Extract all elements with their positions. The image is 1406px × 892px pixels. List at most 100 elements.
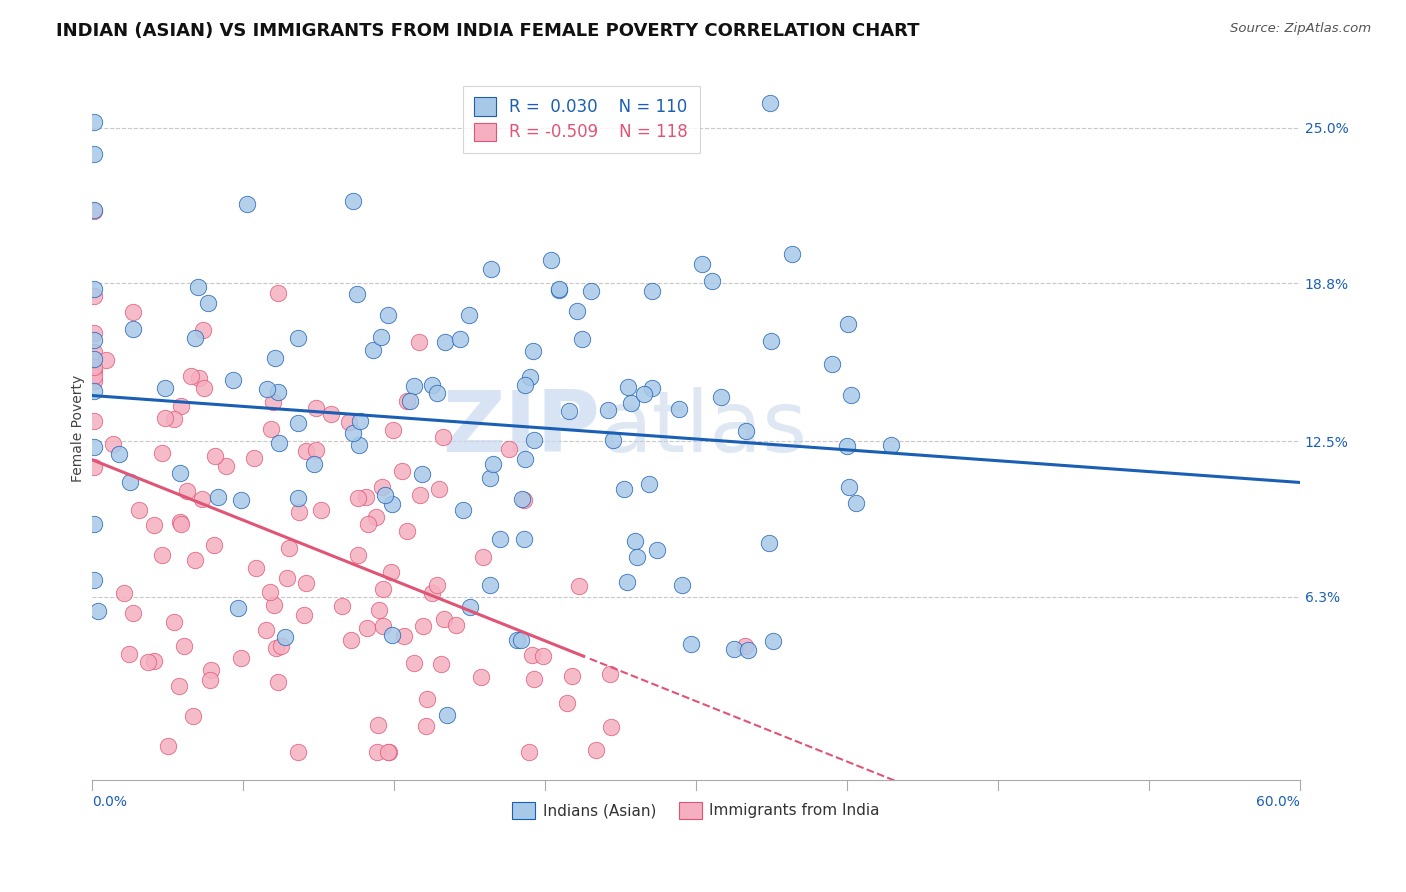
Point (391, 464, 413, 478)
Point (267, 384, 290, 399)
Point (433, 612, 456, 626)
Point (176, 483, 198, 498)
Point (204, 449, 226, 463)
Point (415, 718, 437, 732)
Point (498, 442, 520, 456)
Point (83, 384, 105, 399)
Point (357, 517, 380, 532)
Point (845, 496, 868, 510)
Point (346, 491, 368, 506)
Point (880, 438, 903, 452)
Point (623, 534, 645, 549)
Point (512, 492, 534, 507)
Point (395, 524, 418, 538)
Point (558, 404, 581, 418)
Point (617, 380, 640, 394)
Point (446, 617, 468, 632)
Point (522, 344, 544, 359)
Point (184, 331, 207, 345)
Point (460, 599, 482, 614)
Point (523, 672, 546, 686)
Point (571, 332, 593, 346)
Text: INDIAN (ASIAN) VS IMMIGRANTS FROM INDIA FEMALE POVERTY CORRELATION CHART: INDIAN (ASIAN) VS IMMIGRANTS FROM INDIA … (56, 22, 920, 40)
Point (118, 647, 141, 661)
Point (737, 643, 759, 657)
Point (366, 745, 388, 759)
Point (451, 503, 474, 517)
Point (377, 308, 399, 322)
Point (83, 289, 105, 303)
Point (153, 382, 176, 396)
Point (103, 437, 125, 451)
Point (349, 414, 371, 428)
Point (254, 624, 277, 638)
Point (83, 351, 105, 366)
Point (735, 425, 758, 439)
Point (150, 548, 173, 562)
Point (83, 146, 105, 161)
Point (83, 204, 105, 219)
Point (304, 401, 326, 416)
Point (83, 282, 105, 296)
Point (373, 619, 395, 633)
Point (585, 742, 607, 756)
Point (170, 400, 193, 414)
Point (83, 440, 105, 454)
Point (371, 480, 394, 494)
Point (427, 482, 450, 496)
Point (278, 541, 301, 555)
Point (555, 696, 578, 710)
Point (287, 491, 309, 505)
Point (83, 326, 105, 340)
Point (645, 542, 668, 557)
Point (191, 491, 214, 506)
Point (449, 332, 471, 346)
Point (356, 490, 378, 504)
Point (337, 415, 360, 429)
Point (267, 674, 290, 689)
Point (734, 639, 756, 653)
Point (837, 318, 859, 332)
Point (128, 503, 150, 517)
Point (366, 510, 388, 524)
Point (83, 359, 105, 374)
Point (83, 203, 105, 218)
Point (821, 357, 844, 371)
Point (404, 656, 426, 670)
Text: ZIP: ZIP (441, 387, 599, 470)
Point (122, 322, 145, 336)
Point (342, 194, 364, 209)
Point (520, 648, 543, 662)
Point (411, 467, 433, 481)
Point (381, 496, 404, 510)
Point (200, 673, 222, 687)
Point (153, 411, 176, 425)
Point (305, 442, 328, 457)
Point (548, 282, 571, 296)
Point (361, 343, 384, 358)
Point (142, 654, 165, 668)
Point (399, 393, 422, 408)
Point (370, 330, 392, 344)
Point (108, 447, 131, 461)
Point (263, 599, 285, 613)
Point (432, 430, 454, 444)
Point (186, 280, 208, 294)
Point (274, 630, 297, 644)
Point (596, 402, 619, 417)
Point (426, 386, 449, 401)
Point (613, 482, 636, 496)
Point (118, 475, 141, 489)
Point (215, 459, 238, 474)
Point (259, 585, 281, 599)
Point (471, 549, 494, 564)
Point (371, 582, 394, 597)
Point (236, 196, 259, 211)
Point (506, 632, 529, 647)
Point (377, 745, 399, 759)
Point (231, 651, 253, 665)
Point (759, 95, 782, 110)
Point (83, 364, 105, 378)
Point (287, 330, 309, 344)
Point (202, 538, 225, 552)
